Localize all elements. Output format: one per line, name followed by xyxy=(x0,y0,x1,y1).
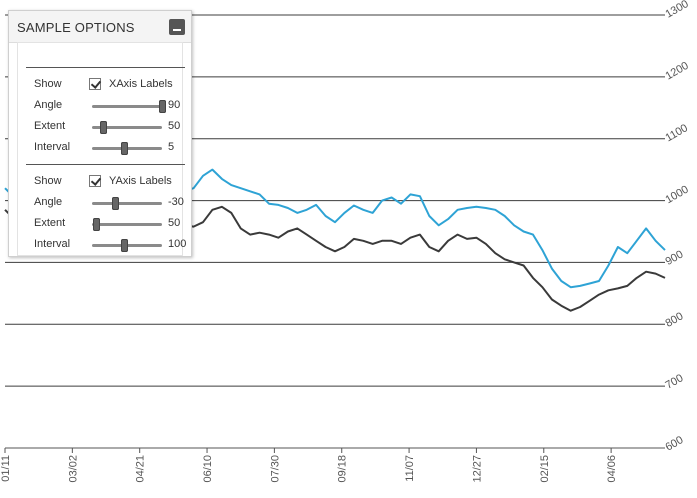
minimize-button[interactable] xyxy=(169,19,185,35)
xaxis-interval-value: 5 xyxy=(168,141,175,153)
y-tick-label: 900 xyxy=(664,248,686,268)
x-tick-label: 06/10 xyxy=(202,455,214,483)
y-tick-label: 1200 xyxy=(664,60,691,83)
xaxis-labels-checkbox-label: XAxis Labels xyxy=(109,78,173,90)
yaxis-show-row: Show YAxis Labels xyxy=(34,174,192,190)
yaxis-interval-slider[interactable] xyxy=(92,239,162,252)
yaxis-interval-row: Interval 100 xyxy=(34,237,192,253)
divider-top xyxy=(26,67,185,68)
xaxis-labels-checkbox[interactable] xyxy=(89,78,101,90)
x-tick-label: 12/27 xyxy=(471,455,483,483)
xaxis-extent-label: Extent xyxy=(34,120,66,132)
y-tick-label: 800 xyxy=(664,310,686,330)
y-axis-ticks: 600 700 800 900 1000 1100 1200 1300 xyxy=(664,0,691,454)
y-tick-label: 1300 xyxy=(664,0,691,21)
xaxis-angle-slider[interactable] xyxy=(92,100,166,113)
yaxis-angle-row: Angle -30 xyxy=(34,195,192,211)
x-tick-label: 11/07 xyxy=(404,455,416,482)
x-tick-label: 03/02 xyxy=(67,455,79,483)
xaxis-interval-label: Interval xyxy=(34,141,71,153)
xaxis-interval-row: Interval 5 xyxy=(34,140,192,156)
x-tick-label: 04/21 xyxy=(135,455,147,483)
yaxis-angle-slider[interactable] xyxy=(92,197,162,210)
x-tick-label: 09/18 xyxy=(337,455,349,483)
y-tick-label: 1100 xyxy=(664,122,690,144)
yaxis-extent-value: 50 xyxy=(168,217,181,229)
x-tick-label: 01/11 xyxy=(0,455,12,482)
divider-middle xyxy=(26,164,185,165)
slider-thumb[interactable] xyxy=(92,218,100,231)
yaxis-interval-value: 100 xyxy=(168,238,187,250)
x-tick-label: 02/15 xyxy=(539,455,551,483)
x-tick-label: 07/30 xyxy=(269,455,281,483)
xaxis-interval-slider[interactable] xyxy=(92,142,162,155)
y-tick-label: 700 xyxy=(664,372,686,392)
yaxis-labels-checkbox-label: YAxis Labels xyxy=(109,175,172,187)
xaxis-show-row: Show XAxis Labels xyxy=(34,77,192,93)
y-tick-label: 1000 xyxy=(664,184,691,207)
yaxis-show-label: Show xyxy=(34,175,62,187)
yaxis-interval-label: Interval xyxy=(34,238,71,250)
slider-thumb[interactable] xyxy=(112,197,120,210)
xaxis-angle-label: Angle xyxy=(34,99,63,111)
yaxis-angle-label: Angle xyxy=(34,196,63,208)
y-tick-label: 600 xyxy=(664,434,686,454)
yaxis-extent-label: Extent xyxy=(34,217,66,229)
xaxis-angle-row: Angle 90 xyxy=(34,98,192,114)
xaxis-angle-value: 90 xyxy=(168,99,181,111)
xaxis-show-label: Show xyxy=(34,78,62,90)
xaxis-extent-row: Extent 50 xyxy=(34,119,192,135)
yaxis-extent-row: Extent 50 xyxy=(34,216,192,232)
slider-thumb[interactable] xyxy=(120,142,128,155)
xaxis-extent-slider[interactable] xyxy=(92,121,162,134)
x-axis-ticks: 01/11 03/02 04/21 06/10 07/30 09/18 11/07 12/27… xyxy=(0,448,618,483)
panel-body: Show XAxis Labels Angle 90 Extent 50 Int… xyxy=(17,42,186,256)
slider-thumb[interactable] xyxy=(159,100,166,113)
panel-header: SAMPLE OPTIONS xyxy=(9,11,191,43)
xaxis-extent-value: 50 xyxy=(168,120,181,132)
yaxis-extent-slider[interactable] xyxy=(92,218,162,231)
yaxis-labels-checkbox[interactable] xyxy=(89,175,101,187)
slider-thumb[interactable] xyxy=(99,121,107,134)
sample-options-panel: SAMPLE OPTIONS Show XAxis Labels Angle 9… xyxy=(8,10,192,257)
panel-title: SAMPLE OPTIONS xyxy=(17,20,135,35)
slider-thumb[interactable] xyxy=(120,239,128,252)
yaxis-angle-value: -30 xyxy=(168,196,184,208)
x-tick-label: 04/06 xyxy=(606,455,618,483)
